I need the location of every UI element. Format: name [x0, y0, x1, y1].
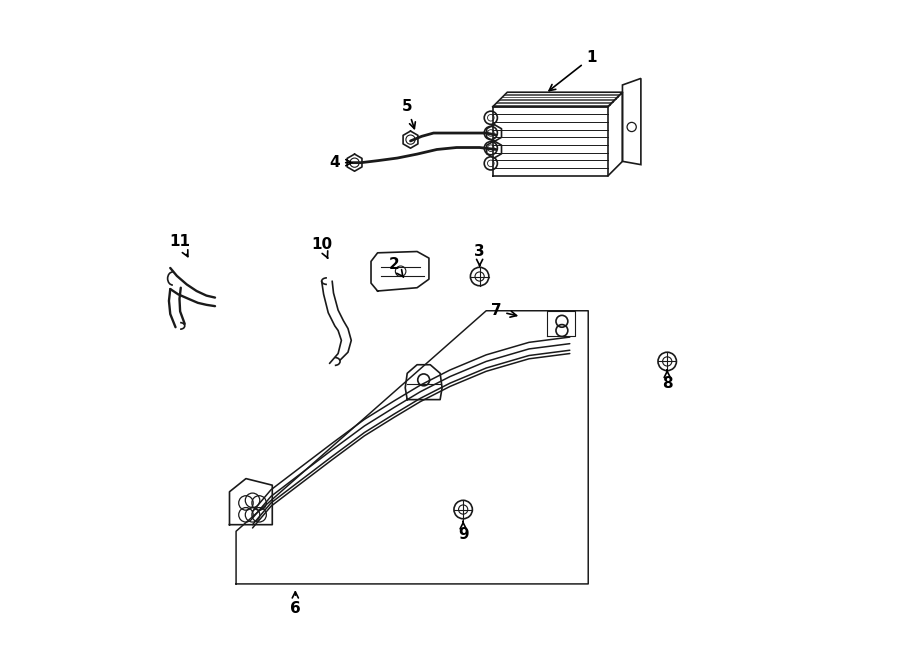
Text: 2: 2	[389, 257, 403, 277]
Text: 10: 10	[311, 237, 332, 258]
Text: 1: 1	[549, 50, 597, 91]
Text: 8: 8	[662, 370, 672, 391]
Text: 3: 3	[474, 244, 485, 266]
Text: 11: 11	[169, 234, 191, 256]
Text: 4: 4	[329, 155, 352, 170]
Text: 7: 7	[491, 303, 517, 318]
Text: 5: 5	[402, 99, 416, 129]
Text: 9: 9	[458, 522, 469, 542]
Text: 6: 6	[290, 592, 301, 616]
